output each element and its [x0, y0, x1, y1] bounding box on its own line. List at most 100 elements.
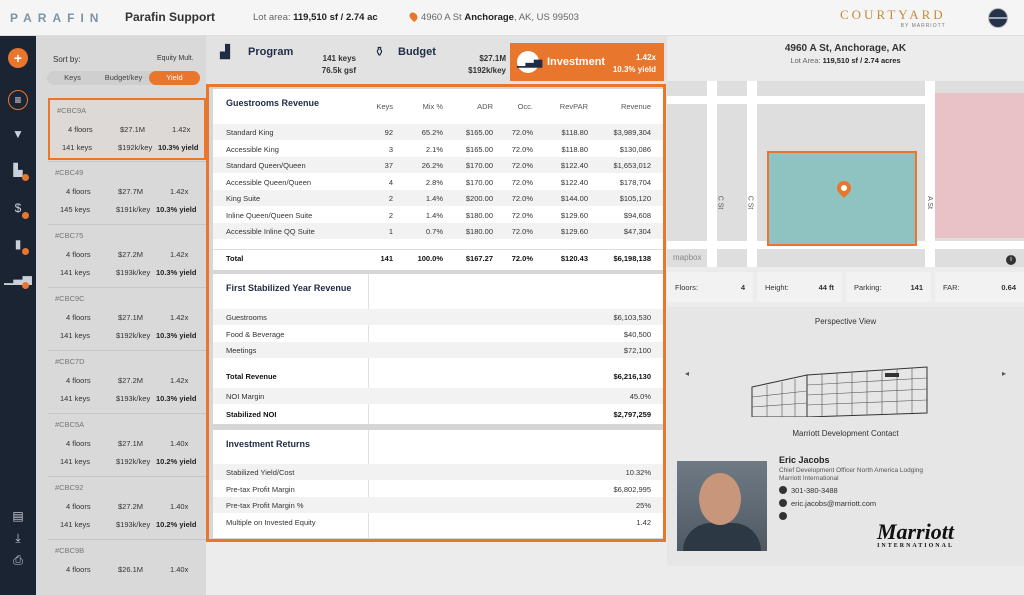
address-rest: , AK, US 99503 [513, 12, 579, 23]
option-keys: 141 keys [60, 331, 91, 340]
col-keys: Keys [376, 102, 393, 111]
total-adr: $167.27 [465, 254, 493, 263]
option-card[interactable]: #CBC5A 4 floors $27.1M 1.40x 141 keys $1… [48, 413, 206, 475]
linkedin-link[interactable] [779, 512, 791, 521]
app-logo[interactable]: PARAFIN [10, 11, 105, 25]
lot-area-value: 119,510 sf / 2.74 ac [293, 12, 378, 23]
marriott-logo: Marriott INTERNATIONAL [877, 519, 954, 549]
cell-keys: 2 [388, 194, 393, 203]
sort-keys[interactable]: Keys [64, 73, 81, 82]
print-icon[interactable]: ⎙ [13, 552, 23, 567]
document-icon[interactable]: ▤ [12, 509, 24, 523]
total-revenue-label: Total Revenue [226, 372, 277, 381]
next-arrow-icon[interactable]: ▸ [1001, 369, 1006, 378]
option-card[interactable]: #CBC49 4 floors $27.7M 1.42x 145 keys $1… [48, 161, 206, 223]
option-per-key: $192k/key [118, 143, 153, 152]
noi-margin-value: 45.0% [629, 392, 651, 401]
address-street: 4960 A St [421, 12, 462, 23]
option-id: #CBC7D [55, 357, 85, 366]
table-row: Pre-tax Profit Margin $6,802,995 [213, 481, 663, 497]
info-icon[interactable]: i [1006, 255, 1016, 265]
option-card[interactable]: #CBC9C 4 floors $27.1M 1.42x 141 keys $1… [48, 287, 206, 349]
cell-occ: 72.0% [511, 161, 533, 170]
contact-email[interactable]: eric.jacobs@marriott.com [779, 499, 876, 508]
tab-investment[interactable]: ▁▃▅ Investment 1.42x 10.3% yield [510, 43, 664, 81]
site-parcel[interactable] [767, 151, 917, 246]
tab-budget[interactable]: Budget [398, 46, 436, 58]
total-revenue-value: $6,216,130 [613, 372, 651, 381]
filter-icon[interactable]: ▼ [12, 127, 24, 141]
tab-program[interactable]: Program [248, 46, 294, 58]
prev-arrow-icon[interactable]: ◂ [685, 369, 690, 378]
section-title: Guestrooms Revenue [226, 98, 320, 108]
cell-occ: 72.0% [511, 145, 533, 154]
money-bag-icon: ⚱ [374, 44, 385, 59]
cell-revenue: $178,704 [619, 178, 651, 187]
cell-adr: $170.00 [465, 178, 493, 187]
building-sketch [751, 366, 928, 417]
stat-height: Height: 44 ft [757, 272, 842, 302]
option-card[interactable]: #CBC9A 4 floors $27.1M 1.42x 141 keys $1… [48, 98, 206, 160]
investment-label: Investment [547, 56, 606, 68]
cell-adr: $165.00 [465, 128, 493, 137]
option-yield: 10.3% yield [156, 205, 197, 214]
total-label: Total [226, 254, 244, 263]
option-yield: 10.3% yield [158, 143, 199, 152]
left-toolbar: + ≡ ▼ ▙ $ ▮ ▁▃▅ ▤ ⤓ ⎙ [0, 36, 36, 595]
col-mix: Mix % [422, 102, 443, 111]
dollar-icon[interactable]: $ [8, 198, 29, 219]
cell-occ: 72.0% [511, 211, 533, 220]
cell-adr: $180.00 [465, 211, 493, 220]
budget-icon[interactable]: ▮ [8, 234, 29, 255]
revenue-item: Guestrooms [226, 313, 267, 322]
sort-yield[interactable]: Yield [149, 71, 200, 85]
option-card[interactable]: #CBC92 4 floors $27.2M 1.40x 141 keys $1… [48, 476, 206, 538]
chart-icon[interactable]: ▁▃▅ [4, 268, 32, 289]
col-revpar: RevPAR [559, 102, 588, 111]
contact-company: Marriott International [779, 475, 839, 482]
revenue-value: $72,100 [623, 346, 651, 355]
cell-occ: 72.0% [511, 128, 533, 137]
option-id: #CBC9B [55, 546, 85, 555]
col-occ: Occ. [517, 102, 533, 111]
table-row: Accessible King 3 2.1% $165.00 72.0% $11… [213, 141, 663, 157]
site-address-title: 4960 A St, Anchorage, AK [784, 43, 907, 54]
table-row: Stabilized Yield/Cost 10.32% [213, 464, 663, 480]
cell-mix: 26.2% [421, 161, 443, 170]
option-card[interactable]: #CBC75 4 floors $27.2M 1.42x 141 keys $1… [48, 224, 206, 286]
table-row: Standard Queen/Queen 37 26.2% $170.00 72… [213, 157, 663, 173]
user-avatar[interactable] [988, 8, 1008, 28]
add-icon[interactable]: + [8, 48, 28, 68]
total-keys: 141 [380, 254, 393, 263]
total-revenue: $6,198,138 [613, 254, 651, 263]
download-icon[interactable]: ⤓ [15, 530, 21, 545]
marriott-logo-sub: INTERNATIONAL [877, 543, 954, 549]
option-card[interactable]: #CBC7D 4 floors $27.2M 1.42x 141 keys $1… [48, 350, 206, 412]
option-list: Sort by: Equity Mult. Keys Budget/key Yi… [36, 36, 206, 595]
cell-revpar: $129.60 [560, 227, 588, 236]
option-card[interactable]: #CBC9B 4 floors $26.1M 1.40x [48, 539, 206, 595]
budget-per-key: $192k/key [468, 66, 506, 75]
address-city: Anchorage [464, 12, 514, 23]
return-item: Multiple on Invested Equity [226, 518, 316, 527]
option-id: #CBC9A [57, 106, 87, 115]
option-yield: 10.3% yield [156, 268, 197, 277]
site-panel: 4960 A St, Anchorage, AK Lot Area: 119,5… [667, 36, 1024, 595]
cell-keys: 2 [388, 211, 393, 220]
revenue-item: Meetings [226, 346, 257, 355]
cell-keys: 4 [388, 178, 393, 187]
site-map[interactable]: C St C St A St mapbox i [667, 81, 1024, 267]
cell-revenue: $3,989,304 [613, 128, 651, 137]
option-floors: 4 floors [66, 376, 91, 385]
cell-keys: 3 [388, 145, 393, 154]
room-type: Accessible Queen/Queen [226, 178, 312, 187]
building-icon[interactable]: ▙ [8, 160, 29, 181]
guestrooms-revenue-table: Guestrooms Revenue Keys Mix % ADR Occ. R… [213, 89, 663, 270]
option-floors: 4 floors [66, 250, 91, 259]
list-icon[interactable]: ≡ [8, 90, 28, 110]
option-keys: 141 keys [60, 457, 91, 466]
sort-budget-key[interactable]: Budget/key [104, 73, 143, 82]
contact-phone[interactable]: 301-380-3488 [779, 486, 838, 495]
contact-phone-text: 301-380-3488 [791, 486, 838, 495]
road-label: C St [746, 195, 754, 210]
